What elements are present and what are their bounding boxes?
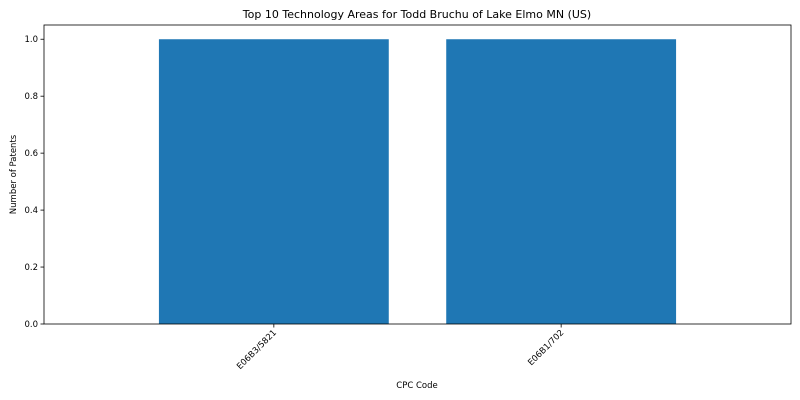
y-tick-label: 0.4 bbox=[24, 206, 38, 216]
y-axis: 0.0 0.2 0.4 0.6 0.8 1.0 bbox=[24, 35, 44, 330]
plot-frame bbox=[44, 25, 791, 324]
x-tick-label: E06B1/702 bbox=[526, 328, 566, 368]
x-axis: E06B3/5821 E06B1/702 bbox=[235, 324, 566, 372]
x-axis-label: CPC Code bbox=[396, 381, 437, 391]
y-tick-label: 0.6 bbox=[24, 149, 38, 159]
chart-title: Top 10 Technology Areas for Todd Bruchu … bbox=[242, 8, 591, 21]
bars-group bbox=[159, 39, 676, 324]
y-tick-label: 0.2 bbox=[24, 263, 38, 273]
bar-E06B3/5821 bbox=[159, 39, 389, 324]
bar-E06B1/702 bbox=[446, 39, 676, 324]
y-tick-label: 1.0 bbox=[24, 35, 38, 45]
x-tick-label: E06B3/5821 bbox=[235, 328, 279, 372]
y-tick-label: 0.0 bbox=[24, 320, 38, 330]
y-tick-label: 0.8 bbox=[24, 92, 38, 102]
y-axis-label: Number of Patents bbox=[9, 134, 19, 214]
